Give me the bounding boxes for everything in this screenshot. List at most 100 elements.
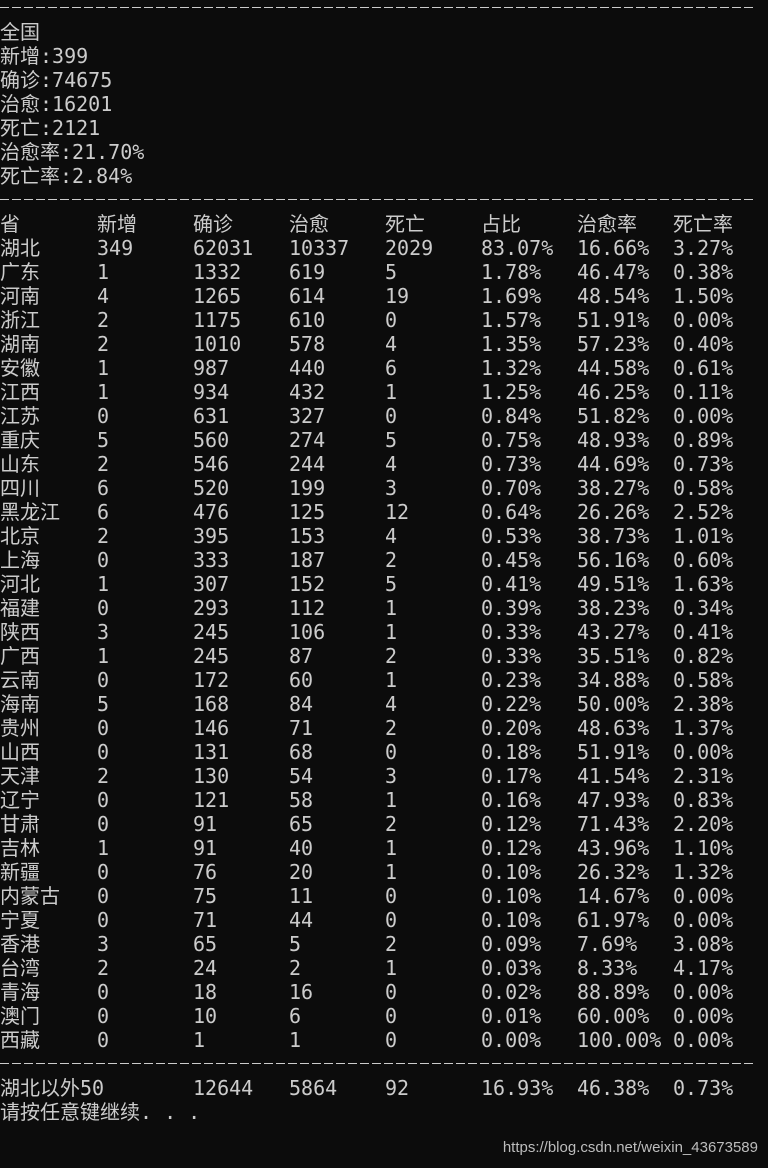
cell: 274 — [289, 428, 326, 452]
cell: 1 — [385, 380, 398, 404]
cell: 江西 — [0, 380, 40, 404]
cell: 0.33% — [481, 620, 542, 644]
table-row: 宁夏 0 71 44 0 0.10% 61.97% 0.00% — [0, 908, 768, 932]
table-row: 重庆 5 560 274 5 0.75% 48.93% 0.89% — [0, 428, 768, 452]
cell: 153 — [289, 524, 326, 548]
cell: 新疆 — [0, 860, 40, 884]
cell: 46.25% — [577, 380, 650, 404]
cell: 6 — [97, 476, 110, 500]
cell: 187 — [289, 548, 326, 572]
cell: 0.73% — [673, 452, 734, 476]
cell: 293 — [193, 596, 230, 620]
table-row: 湖北 349 62031 10337 2029 83.07% 16.66% 3.27% — [0, 236, 768, 260]
cell: 四川 — [0, 476, 40, 500]
cell: 5 — [289, 932, 302, 956]
cell: 1 — [193, 1028, 206, 1052]
cell: 内蒙古 — [0, 884, 60, 908]
cell: 河北 — [0, 572, 40, 596]
cell: 0 — [97, 860, 110, 884]
cell: 0.20% — [481, 716, 542, 740]
cell: 2 — [385, 644, 398, 668]
cell: 131 — [193, 740, 230, 764]
cell: 0.58% — [673, 668, 734, 692]
cell: 0.00% — [673, 740, 734, 764]
cell: 0.84% — [481, 404, 542, 428]
cell: 4 — [97, 284, 110, 308]
cell: 5 — [385, 428, 398, 452]
cell: 青海 — [0, 980, 40, 1004]
cell: 40 — [289, 836, 314, 860]
cell: 陕西 — [0, 620, 40, 644]
national-dead: 死亡:2121 — [0, 116, 101, 140]
cell: 0.83% — [673, 788, 734, 812]
cell: 2.52% — [673, 500, 734, 524]
table-row: 青海 0 18 16 0 0.02% 88.89% 0.00% — [0, 980, 768, 1004]
cell: 1.57% — [481, 308, 542, 332]
table-row: 新疆 0 76 20 1 0.10% 26.32% 1.32% — [0, 860, 768, 884]
cell: 0.73% — [673, 1076, 734, 1100]
cell: 2 — [97, 764, 110, 788]
cell: 68 — [289, 740, 314, 764]
cell: 0 — [97, 1004, 110, 1028]
cell: 0 — [385, 404, 398, 428]
cell: 1.37% — [673, 716, 734, 740]
cell: 1010 — [193, 332, 242, 356]
table-row: 云南 0 172 60 1 0.23% 34.88% 0.58% — [0, 668, 768, 692]
cell: 0.40% — [673, 332, 734, 356]
national-cured: 治愈:16201 — [0, 92, 113, 116]
cell: 560 — [193, 428, 230, 452]
cell: 4 — [385, 692, 398, 716]
cell: 619 — [289, 260, 326, 284]
table-row: 河南 4 1265 614 19 1.69% 48.54% 1.50% — [0, 284, 768, 308]
cell: 10337 — [289, 236, 350, 260]
cell: 0.53% — [481, 524, 542, 548]
national-title: 全国 — [0, 20, 40, 44]
cell: 88.89% — [577, 980, 650, 1004]
cell: 47.93% — [577, 788, 650, 812]
cell: 2.20% — [673, 812, 734, 836]
divider — [0, 188, 768, 212]
cell: 山东 — [0, 452, 40, 476]
cell: 0.58% — [673, 476, 734, 500]
cell: 0.17% — [481, 764, 542, 788]
cell: 57.23% — [577, 332, 650, 356]
cell: 河南 — [0, 284, 40, 308]
table-row: 辽宁 0 121 58 1 0.16% 47.93% 0.83% — [0, 788, 768, 812]
cell: 0.12% — [481, 812, 542, 836]
cell: 2 — [97, 308, 110, 332]
cell: 治愈 — [289, 212, 329, 236]
cell: 14.67% — [577, 884, 650, 908]
cell: 71 — [289, 716, 314, 740]
table-row: 广西 1 245 87 2 0.33% 35.51% 0.82% — [0, 644, 768, 668]
cell: 1 — [385, 860, 398, 884]
cell: 71 — [193, 908, 218, 932]
cell: 172 — [193, 668, 230, 692]
cell: 0.00% — [673, 1004, 734, 1028]
table-row: 海南 5 168 84 4 0.22% 50.00% 2.38% — [0, 692, 768, 716]
table-row: 吉林 1 91 40 1 0.12% 43.96% 1.10% — [0, 836, 768, 860]
cell: 46.38% — [577, 1076, 650, 1100]
cell: 16.66% — [577, 236, 650, 260]
cell: 0 — [97, 884, 110, 908]
cell: 湖北以外50 — [0, 1076, 105, 1100]
cell: 0.00% — [673, 884, 734, 908]
cell: 2 — [97, 956, 110, 980]
console-output: 全国 新增:399 确诊:74675 治愈:16201 死亡:2121 治愈率:… — [0, 7, 768, 1124]
cell: 199 — [289, 476, 326, 500]
cell: 0.22% — [481, 692, 542, 716]
cell: 1 — [289, 1028, 302, 1052]
cell: 安徽 — [0, 356, 40, 380]
cell: 香港 — [0, 932, 40, 956]
cell: 6 — [385, 356, 398, 380]
cell: 75 — [193, 884, 218, 908]
cell: 辽宁 — [0, 788, 40, 812]
table-row: 上海 0 333 187 2 0.45% 56.16% 0.60% — [0, 548, 768, 572]
cell: 2 — [289, 956, 302, 980]
cell: 84 — [289, 692, 314, 716]
cell: 245 — [193, 644, 230, 668]
cell: 1 — [385, 620, 398, 644]
cell: 245 — [193, 620, 230, 644]
cell: 100.00% — [577, 1028, 662, 1052]
cell: 0.70% — [481, 476, 542, 500]
cell: 0.41% — [673, 620, 734, 644]
